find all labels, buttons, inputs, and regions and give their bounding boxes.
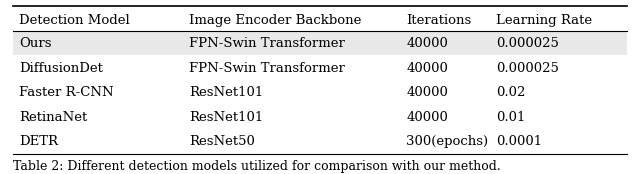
Text: Detection Model: Detection Model [19,14,130,26]
Text: 300(epochs): 300(epochs) [406,135,488,148]
Text: Image Encoder Backbone: Image Encoder Backbone [189,14,361,26]
Text: 40000: 40000 [406,62,448,75]
Text: Iterations: Iterations [406,14,472,26]
Bar [13,32,627,55]
Text: DETR: DETR [19,135,58,148]
Text: 40000: 40000 [406,37,448,50]
Text: ResNet101: ResNet101 [189,86,263,99]
Text: 0.0001: 0.0001 [496,135,542,148]
Text: DiffusionDet: DiffusionDet [19,62,103,75]
Text: ResNet101: ResNet101 [189,111,263,124]
Text: 0.000025: 0.000025 [496,37,559,50]
Text: Table 2: Different detection models utilized for comparison with our method.: Table 2: Different detection models util… [13,160,500,173]
Text: FPN-Swin Transformer: FPN-Swin Transformer [189,37,345,50]
Text: Learning Rate: Learning Rate [496,14,592,26]
Text: Faster R-CNN: Faster R-CNN [19,86,114,99]
Text: Ours: Ours [19,37,52,50]
Text: 0.000025: 0.000025 [496,62,559,75]
Text: 40000: 40000 [406,86,448,99]
Text: FPN-Swin Transformer: FPN-Swin Transformer [189,62,345,75]
Text: 0.01: 0.01 [496,111,525,124]
Text: 40000: 40000 [406,111,448,124]
Text: 0.02: 0.02 [496,86,525,99]
Text: ResNet50: ResNet50 [189,135,255,148]
Text: RetinaNet: RetinaNet [19,111,88,124]
